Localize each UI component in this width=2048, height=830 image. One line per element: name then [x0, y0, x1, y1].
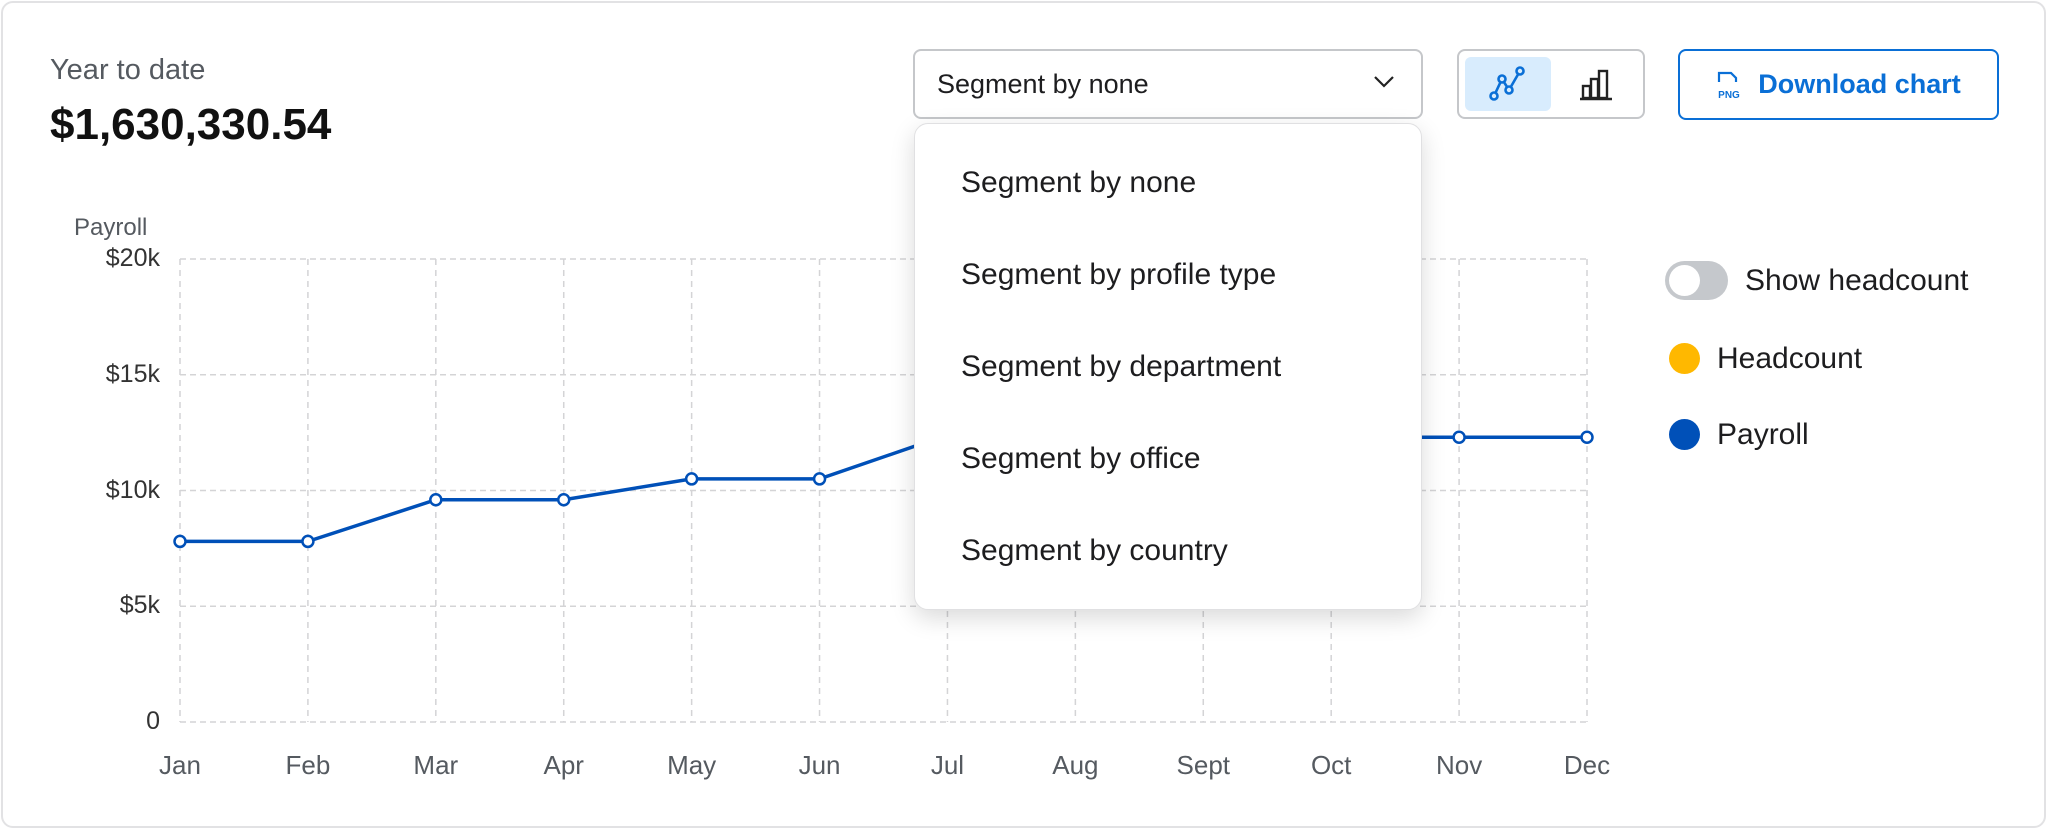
- chart-type-toggle: [1457, 49, 1645, 119]
- data-point: [429, 493, 443, 507]
- legend-headcount-dot: [1669, 343, 1700, 374]
- data-point: [301, 534, 315, 549]
- legend-headcount-label[interactable]: Headcount: [1717, 342, 1863, 375]
- y-tick-label: $10k: [105, 475, 160, 504]
- x-tick-label: Nov: [1435, 750, 1483, 780]
- download-chart-label: Download chart: [1758, 69, 1961, 99]
- data-point: [1580, 430, 1594, 445]
- segment-dropdown[interactable]: Segment by none: [913, 49, 1423, 119]
- x-tick-label: Aug: [1052, 750, 1099, 780]
- legend-payroll-label[interactable]: Payroll: [1717, 418, 1809, 451]
- x-tick-label: Apr: [543, 750, 584, 780]
- menu-item-office[interactable]: Segment by office: [961, 442, 1201, 475]
- bar-chart-button[interactable]: [1553, 57, 1639, 111]
- ytd-label: Year to date: [50, 54, 206, 86]
- menu-item-department[interactable]: Segment by department: [961, 350, 1282, 383]
- ytd-total: $1,630,330.54: [50, 100, 332, 149]
- chevron-down-icon: [1374, 76, 1394, 88]
- data-point: [684, 472, 699, 486]
- x-tick-label: Dec: [1563, 750, 1611, 780]
- data-point: [812, 472, 827, 486]
- x-tick-label: Jun: [798, 750, 841, 780]
- bar-chart-icon: [1580, 69, 1612, 101]
- y-axis-label: Payroll: [74, 214, 148, 241]
- y-tick-label: $20k: [105, 244, 160, 272]
- y-tick-label: $5k: [119, 591, 160, 620]
- show-headcount-toggle[interactable]: [1665, 261, 1728, 300]
- data-point: [1452, 430, 1466, 445]
- show-headcount-label: Show headcount: [1745, 264, 1969, 297]
- menu-item-profile-type[interactable]: Segment by profile type: [961, 258, 1277, 291]
- legend-payroll-dot: [1669, 419, 1700, 450]
- data-point: [173, 534, 187, 549]
- x-tick-label: Oct: [1310, 750, 1352, 780]
- png-file-icon: PNG: [1718, 71, 1740, 100]
- x-tick-label: Sept: [1176, 750, 1231, 780]
- x-tick-label: May: [667, 750, 717, 780]
- line-chart-icon: [1489, 66, 1525, 101]
- segment-selected: Segment by none: [937, 68, 1149, 99]
- segment-dropdown-menu: Segment by none Segment by profile type …: [914, 123, 1422, 610]
- x-tick-label: Mar: [413, 750, 459, 780]
- menu-item-none[interactable]: Segment by none: [961, 166, 1197, 199]
- data-point: [556, 493, 571, 507]
- download-chart-button[interactable]: PNG Download chart: [1678, 49, 1999, 120]
- x-tick-label: Jul: [930, 750, 965, 780]
- x-tick-label: Jan: [159, 750, 201, 780]
- y-tick-label: $15k: [105, 359, 160, 388]
- menu-item-country[interactable]: Segment by country: [961, 534, 1228, 567]
- line-chart-button[interactable]: [1465, 57, 1551, 111]
- svg-text:PNG: PNG: [1718, 90, 1740, 100]
- toggle-knob: [1669, 265, 1700, 296]
- x-tick-label: Feb: [285, 750, 331, 780]
- y-tick-label: 0: [146, 707, 160, 735]
